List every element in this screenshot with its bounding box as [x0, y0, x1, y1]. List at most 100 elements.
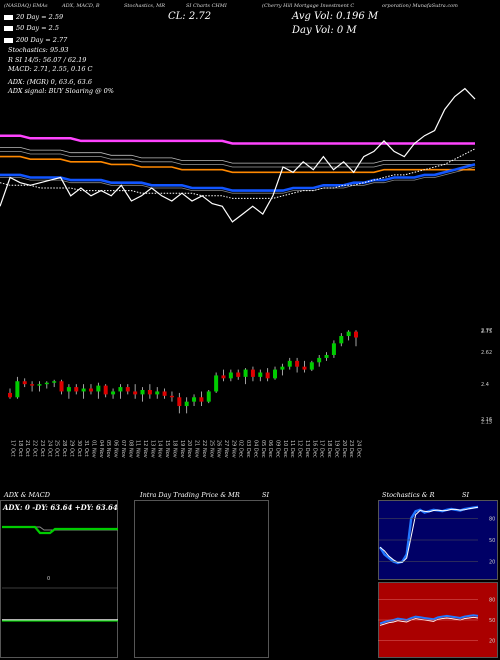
candle-body	[8, 392, 12, 398]
date-tick-label: 13 Nov	[149, 440, 155, 458]
date-tick-label: 26 Nov	[216, 440, 222, 458]
date-tick-label: 12 Dec	[297, 440, 303, 458]
date-tick-label: 06 Nov	[113, 440, 119, 458]
candle-body	[250, 369, 255, 377]
date-tick-label: 25 Nov	[208, 440, 214, 458]
date-tick-label: 20 Dec	[341, 440, 347, 458]
price-tick-label: 2.16	[481, 417, 492, 423]
candle-body	[177, 397, 182, 407]
candle-body	[324, 355, 329, 358]
candle-body	[265, 372, 270, 379]
ema-band-line	[0, 166, 476, 194]
date-tick-label: 04 Dec	[252, 440, 258, 458]
candle-body	[169, 395, 174, 398]
date-tick-label: 03 Dec	[245, 440, 251, 458]
candle-body	[243, 369, 248, 377]
candle-body	[309, 362, 314, 370]
candle-body	[280, 366, 285, 370]
date-tick-label: 18 Oct	[17, 440, 23, 457]
legend-ema50-label: 50 Day = 2.5	[16, 24, 60, 32]
date-tick-label: 09 Dec	[275, 440, 281, 458]
date-tick-label: 10 Dec	[282, 440, 288, 458]
price-chart: 2.77 2.62 2.4 2.16 2.75 2.15 17 Oct 18 Oct 21 O…	[0, 87, 492, 458]
header-cell-1: (NASDAQ) EMAs	[4, 3, 48, 9]
rsi-readout: R SI 14/5: 56.07 / 62.19	[8, 56, 87, 64]
candle-body	[331, 343, 336, 355]
candle-body	[30, 384, 35, 386]
ema50-swatch	[4, 25, 13, 31]
rsi-lines: 80 50 20	[378, 598, 495, 644]
date-tick-label: 11 Dec	[289, 440, 295, 458]
date-tick-label: 23 Oct	[39, 440, 45, 457]
candle-body	[111, 391, 116, 395]
candle-body	[103, 385, 108, 395]
candle-body	[273, 369, 278, 379]
date-tick-label: 24 Dec	[356, 440, 362, 458]
candle-body	[81, 388, 86, 392]
candle-body	[258, 372, 263, 377]
header-cell-3: Stochastics, MR	[124, 3, 166, 9]
magenta-ma-line	[0, 134, 475, 145]
macd-readout: MACD: 2.71, 2.55, 0.16 C	[8, 65, 93, 73]
candle-body	[354, 331, 358, 338]
price-tick-label: 2.15	[481, 419, 492, 425]
date-tick-label: 13 Dec	[304, 440, 310, 458]
date-tick-label: 29 Oct	[68, 440, 74, 457]
date-tick-label: 19 Nov	[179, 440, 185, 458]
ema200-swatch	[4, 37, 13, 43]
candle-body	[74, 387, 79, 392]
candlestick-series	[8, 330, 358, 414]
stoch-tick-label: 20	[489, 560, 495, 566]
adx-lines: 0	[2, 525, 118, 622]
intraday-si-label: SI	[262, 491, 270, 499]
stochastics-readout: Stochastics: 95.93	[8, 46, 69, 54]
header-cell-4: SI Charts CHMI	[186, 3, 227, 9]
price-tick-label: 2.75	[481, 329, 492, 335]
date-tick-label: 04 Nov	[98, 440, 104, 458]
date-tick-label: 28 Oct	[61, 440, 67, 457]
date-tick-label: 15 Nov	[164, 440, 170, 458]
rsi-tick-label: 80	[489, 598, 495, 604]
day-volume-label: Day Vol: 0 M	[292, 25, 357, 36]
adx-values-readout: ADX: 0 -DY: 63.64 +DY: 63.64	[3, 503, 118, 512]
candle-body	[236, 372, 241, 377]
date-tick-label: 25 Oct	[54, 440, 60, 457]
date-tick-label: 30 Oct	[76, 440, 82, 457]
candle-body	[192, 397, 197, 402]
candle-body	[125, 387, 130, 392]
adx-plus-line	[2, 525, 118, 535]
date-tick-label: 02 Dec	[238, 440, 244, 458]
candle-body	[214, 375, 219, 392]
price-axis: 2.77 2.62 2.4 2.16 2.75 2.15	[481, 328, 492, 425]
date-tick-label: 18 Dec	[326, 440, 332, 458]
candle-body	[22, 381, 27, 385]
intraday-panel	[134, 500, 269, 658]
candle-body	[44, 382, 49, 385]
candle-body	[317, 357, 322, 363]
date-tick-label: 21 Nov	[194, 440, 200, 458]
candle-body	[88, 388, 93, 392]
date-tick-label: 17 Dec	[319, 440, 325, 458]
adx-panel-title: ADX & MACD	[4, 491, 50, 499]
macd-zero-label: 0	[47, 576, 50, 582]
stochastic-k-line	[378, 505, 479, 565]
candle-body	[96, 385, 101, 392]
date-tick-label: 29 Nov	[230, 440, 236, 458]
candle-body	[221, 375, 226, 379]
mrsi-line	[379, 616, 479, 626]
date-tick-label: 31 Oct	[83, 440, 89, 457]
legend-ema200-label: 200 Day = 2.77	[16, 36, 68, 44]
date-tick-label: 07 Nov	[120, 440, 126, 458]
rsi-line	[379, 614, 479, 625]
date-tick-label: 17 Oct	[10, 440, 16, 457]
stochastic-lines: 80 50 20	[378, 505, 495, 566]
date-tick-label: 05 Nov	[105, 440, 111, 458]
date-tick-label: 22 Oct	[32, 440, 38, 457]
date-tick-label: 21 Oct	[24, 440, 30, 457]
rsi-tick-label: 50	[489, 618, 495, 624]
date-tick-label: 11 Nov	[135, 440, 141, 458]
date-tick-label: 27 Nov	[223, 440, 229, 458]
date-tick-label: 19 Dec	[333, 440, 339, 458]
candle-body	[147, 390, 152, 395]
